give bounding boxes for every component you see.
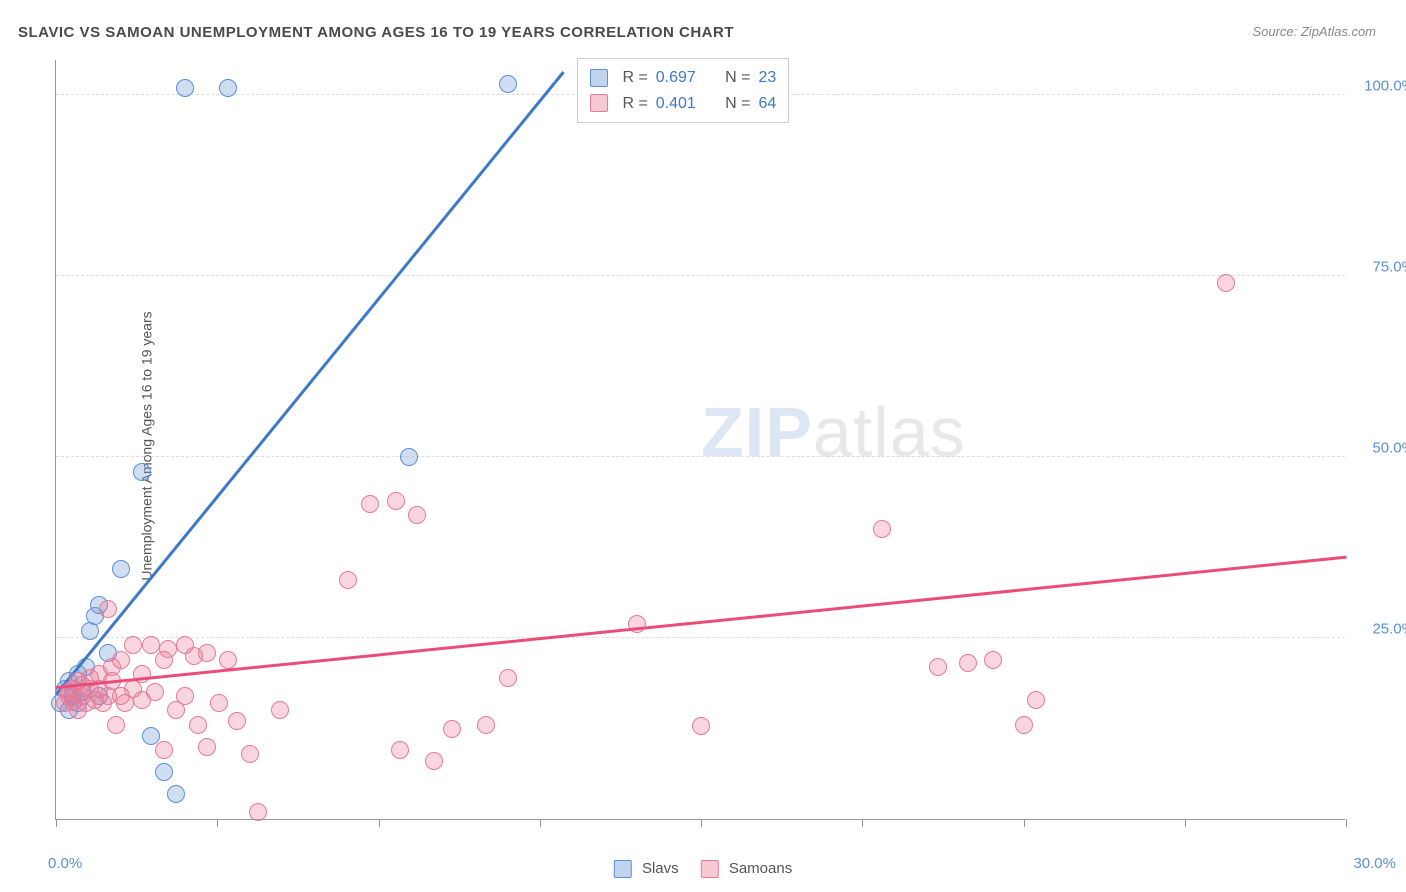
stats-n-label: N =	[725, 91, 750, 117]
x-tick	[1024, 819, 1025, 827]
x-tick	[540, 819, 541, 827]
y-tick-label: 25.0%	[1372, 621, 1406, 638]
data-point-samoans	[443, 720, 461, 738]
data-point-slavs	[155, 763, 173, 781]
x-axis-origin-label: 0.0%	[48, 855, 82, 872]
y-tick-label: 50.0%	[1372, 440, 1406, 457]
data-point-samoans	[198, 738, 216, 756]
x-tick	[1346, 819, 1347, 827]
legend: Slavs Samoans	[614, 860, 792, 878]
data-point-slavs	[142, 727, 160, 745]
data-point-samoans	[499, 669, 517, 687]
x-tick	[217, 819, 218, 827]
legend-swatch-samoans	[701, 860, 719, 878]
x-tick	[56, 819, 57, 827]
data-point-samoans	[959, 654, 977, 672]
data-point-samoans	[929, 658, 947, 676]
data-point-slavs	[112, 560, 130, 578]
stats-row-samoans: R = 0.401 N = 64	[590, 91, 776, 117]
data-point-samoans	[1027, 691, 1045, 709]
data-point-samoans	[1015, 716, 1033, 734]
data-point-samoans	[425, 752, 443, 770]
source-attribution: Source: ZipAtlas.com	[1252, 24, 1376, 39]
gridline	[56, 275, 1345, 276]
x-tick	[862, 819, 863, 827]
stats-n-label: N =	[725, 65, 750, 91]
data-point-samoans	[271, 701, 289, 719]
trend-line-samoans	[56, 556, 1346, 689]
x-tick	[701, 819, 702, 827]
data-point-slavs	[219, 79, 237, 97]
stats-swatch-samoans	[590, 94, 608, 112]
y-tick-label: 100.0%	[1364, 78, 1406, 95]
x-axis-max-label: 30.0%	[1353, 855, 1396, 872]
stats-r-label: R =	[622, 91, 647, 117]
data-point-samoans	[189, 716, 207, 734]
data-point-samoans	[228, 712, 246, 730]
data-point-samoans	[391, 741, 409, 759]
data-point-samoans	[1217, 274, 1235, 292]
data-point-samoans	[133, 665, 151, 683]
stats-n-value-samoans: 64	[759, 91, 777, 117]
stats-swatch-slavs	[590, 69, 608, 87]
data-point-slavs	[499, 75, 517, 93]
data-point-samoans	[142, 636, 160, 654]
data-point-samoans	[249, 803, 267, 821]
legend-item-slavs: Slavs	[614, 860, 679, 878]
data-point-samoans	[873, 520, 891, 538]
data-point-samoans	[155, 741, 173, 759]
x-tick	[1185, 819, 1186, 827]
legend-label-slavs: Slavs	[642, 860, 679, 877]
data-point-samoans	[339, 571, 357, 589]
trend-line-slavs	[55, 71, 564, 695]
data-point-samoans	[198, 644, 216, 662]
data-point-samoans	[210, 694, 228, 712]
data-point-samoans	[103, 658, 121, 676]
legend-item-samoans: Samoans	[701, 860, 793, 878]
gridline	[56, 637, 1345, 638]
stats-row-slavs: R = 0.697 N = 23	[590, 65, 776, 91]
legend-swatch-slavs	[614, 860, 632, 878]
y-tick-label: 75.0%	[1372, 259, 1406, 276]
data-point-slavs	[176, 79, 194, 97]
data-point-samoans	[146, 683, 164, 701]
data-point-samoans	[219, 651, 237, 669]
watermark: ZIPatlas	[701, 392, 966, 472]
data-point-samoans	[64, 693, 82, 711]
data-point-samoans	[477, 716, 495, 734]
data-point-samoans	[99, 600, 117, 618]
x-tick	[379, 819, 380, 827]
data-point-samoans	[241, 745, 259, 763]
data-point-samoans	[408, 506, 426, 524]
data-point-samoans	[984, 651, 1002, 669]
scatter-plot-area: 25.0%50.0%75.0%100.0%ZIPatlas	[55, 60, 1345, 820]
data-point-samoans	[692, 717, 710, 735]
stats-r-label: R =	[622, 65, 647, 91]
stats-box: R = 0.697 N = 23R = 0.401 N = 64	[577, 58, 789, 123]
data-point-samoans	[159, 640, 177, 658]
data-point-samoans	[387, 492, 405, 510]
data-point-slavs	[167, 785, 185, 803]
data-point-samoans	[176, 687, 194, 705]
data-point-slavs	[133, 463, 151, 481]
data-point-samoans	[107, 716, 125, 734]
stats-r-value-slavs: 0.697	[656, 65, 696, 91]
chart-title: SLAVIC VS SAMOAN UNEMPLOYMENT AMONG AGES…	[18, 24, 734, 41]
stats-r-value-samoans: 0.401	[656, 91, 696, 117]
stats-n-value-slavs: 23	[759, 65, 777, 91]
data-point-samoans	[361, 495, 379, 513]
data-point-samoans	[124, 636, 142, 654]
legend-label-samoans: Samoans	[729, 860, 792, 877]
data-point-slavs	[400, 448, 418, 466]
